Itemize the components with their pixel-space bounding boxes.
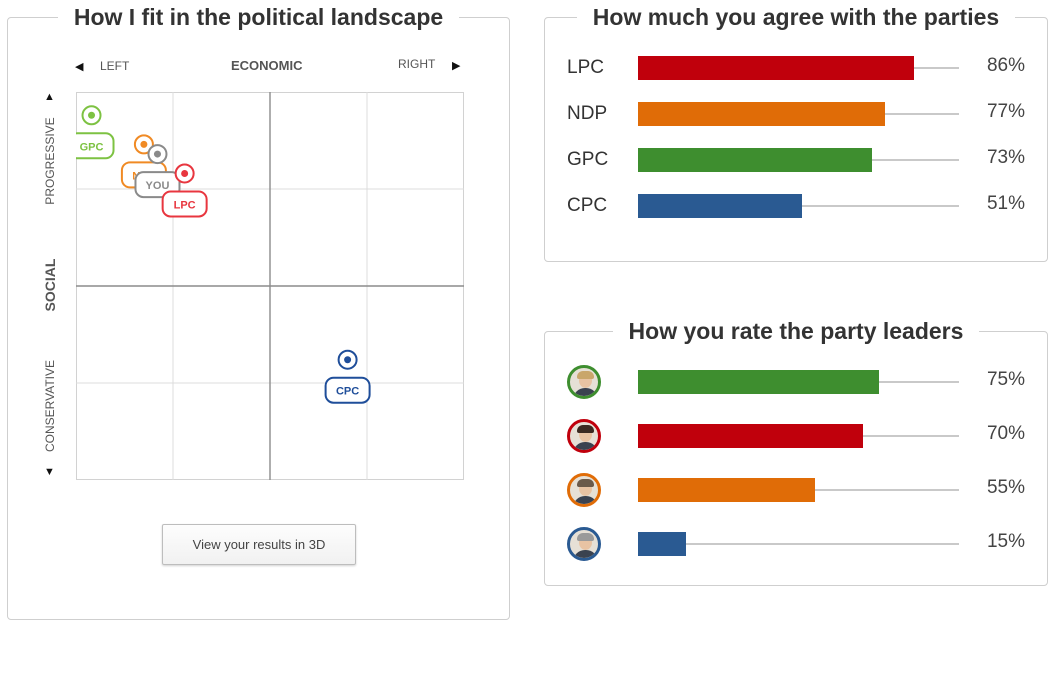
marker-pill (76, 132, 115, 160)
leader-bar-fill (638, 478, 815, 502)
leader-ratings-title: How you rate the party leaders (545, 318, 1047, 344)
axis-right-label: RIGHT (398, 57, 436, 71)
axis-left-label: LEFT (100, 59, 130, 73)
party-bar-fill (638, 194, 802, 218)
party-agreement-panel: How much you agree with the parties LPC 8… (544, 4, 1048, 262)
marker-label: LPC (174, 199, 196, 211)
political-landscape-panel: How I fit in the political landscape ◀ L… (7, 4, 510, 620)
view-3d-button[interactable]: View your results in 3D (162, 524, 356, 565)
ndp-leader-avatar (567, 473, 601, 507)
axis-economic-label: ECONOMIC (231, 58, 303, 73)
party-percent: 77% (986, 101, 1025, 122)
leader-percent: 70% (986, 423, 1025, 444)
leader-percent: 55% (986, 477, 1025, 498)
axis-social-label: SOCIAL (42, 258, 58, 312)
party-agreement-title: How much you agree with the parties (545, 4, 1047, 30)
marker-label: YOU (146, 180, 170, 192)
marker-dot (344, 356, 352, 364)
leader-bar-fill (638, 532, 686, 556)
marker-lpc[interactable]: LPC (161, 163, 208, 218)
landscape-plot: GPCNDPYOULPCCPC (76, 92, 464, 480)
party-label: LPC (567, 57, 604, 78)
party-label: NDP (567, 103, 608, 124)
cpc-leader-avatar (567, 527, 601, 561)
party-percent: 86% (986, 55, 1025, 76)
marker-dot (181, 169, 189, 177)
marker-gpc[interactable]: GPC (76, 105, 115, 160)
leader-percent: 15% (986, 531, 1025, 552)
leader-bar-fill (638, 424, 863, 448)
marker-cpc[interactable]: CPC (324, 349, 371, 404)
marker-label: GPC (80, 141, 104, 153)
right-arrow-icon: ▶ (452, 60, 461, 72)
leader-bar-fill (638, 370, 879, 394)
axis-conservative-label: CONSERVATIVE (43, 359, 57, 453)
leader-percent: 75% (986, 369, 1025, 390)
leader-ratings-panel: How you rate the party leaders 75% 70% 55%… (544, 318, 1048, 586)
party-label: CPC (567, 195, 608, 216)
party-bar-fill (638, 102, 885, 126)
left-arrow-icon: ◀ (75, 61, 84, 73)
gpc-leader-avatar (567, 365, 601, 399)
party-label: GPC (567, 149, 609, 170)
marker-dot (140, 140, 148, 148)
axis-progressive-label: PROGRESSIVE (43, 117, 57, 205)
party-percent: 73% (986, 147, 1025, 168)
marker-dot (153, 150, 161, 158)
lpc-leader-avatar (567, 419, 601, 453)
leader-bar-track (638, 543, 959, 545)
party-bar-fill (638, 56, 914, 80)
marker-pill (324, 376, 371, 404)
up-arrow-icon: ▲ (44, 91, 55, 103)
marker-label: CPC (336, 386, 359, 398)
down-arrow-icon: ▼ (44, 466, 55, 478)
landscape-title: How I fit in the political landscape (8, 4, 509, 30)
party-bar-fill (638, 148, 872, 172)
marker-dot (88, 111, 96, 119)
party-percent: 51% (986, 193, 1025, 214)
marker-pill (161, 190, 208, 218)
